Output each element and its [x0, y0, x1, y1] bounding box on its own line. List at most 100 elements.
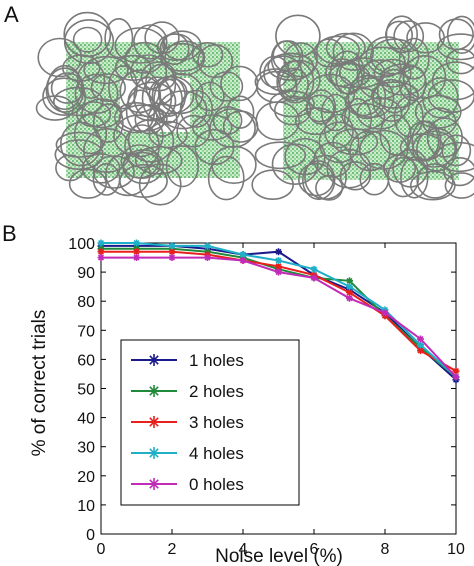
data-point [97, 248, 105, 256]
data-point [133, 248, 140, 256]
data-point [133, 239, 140, 247]
data-point [275, 268, 282, 276]
overlap-circle [114, 27, 166, 64]
legend-item: 4 holes [131, 444, 244, 463]
legend-item: 0 holes [131, 475, 244, 494]
overlap-circle [127, 81, 177, 122]
panel-a-figure [35, 11, 474, 206]
overlap-circle [320, 93, 351, 132]
overlap-circle [446, 15, 474, 54]
overlap-circle [92, 155, 135, 189]
series-0-holes [97, 254, 460, 381]
overlap-circle [46, 64, 83, 111]
legend-item: 1 holes [131, 351, 244, 370]
overlap-circle [226, 95, 255, 129]
data-point [275, 262, 282, 270]
y-tick-label: 0 [86, 527, 95, 544]
shape-left-with-hole [35, 11, 259, 206]
overlap-circle [416, 163, 454, 199]
overlap-circle [323, 113, 354, 149]
y-tick-label: 40 [77, 411, 95, 428]
y-tick-label: 70 [77, 323, 95, 340]
overlap-circle [305, 94, 335, 123]
overlap-circle [406, 22, 446, 54]
data-point [168, 242, 176, 250]
overlap-circle [60, 121, 102, 167]
overlap-circle [304, 154, 347, 200]
overlap-circle [72, 26, 103, 53]
overlap-circle [255, 70, 298, 104]
overlap-circle [191, 41, 224, 68]
panel-b-label: B [2, 221, 17, 246]
y-tick-label: 20 [77, 469, 95, 486]
overlap-circle [313, 38, 344, 68]
overlap-circle [35, 95, 75, 121]
overlap-circle [318, 121, 360, 164]
data-point [310, 274, 318, 282]
data-point [346, 283, 353, 291]
overlap-circle [37, 37, 83, 78]
overlap-circle [160, 42, 205, 72]
chart-series [97, 239, 460, 384]
overlap-circle [81, 98, 123, 129]
x-tick-label: 2 [168, 541, 177, 558]
data-point [204, 242, 211, 250]
overlap-circle [45, 67, 85, 113]
x-tick-label: 10 [447, 541, 465, 558]
data-point [148, 385, 160, 397]
data-point [310, 265, 318, 273]
panel-a-label: A [4, 2, 19, 27]
data-point [417, 335, 424, 343]
overlap-circle [148, 120, 188, 149]
data-point [346, 277, 353, 285]
overlap-circle [427, 79, 474, 114]
overlap-circle [414, 94, 462, 129]
data-point [452, 373, 460, 381]
overlap-circle [55, 131, 104, 158]
overlap-circle [444, 172, 474, 199]
overlap-circle [370, 81, 419, 109]
overlap-circle [400, 156, 429, 199]
overlap-circle [113, 114, 164, 158]
y-axis-label: % of correct trials [29, 310, 50, 457]
overlap-circle [298, 162, 335, 197]
legend-item: 3 holes [131, 413, 244, 432]
data-point [452, 367, 460, 375]
overlap-circle [130, 54, 168, 91]
data-point [148, 447, 160, 459]
legend-label: 4 holes [189, 444, 244, 463]
overlap-circle [63, 11, 112, 58]
overlap-circle [165, 145, 199, 188]
overlap-circle [92, 103, 124, 143]
overlap-circle [54, 139, 104, 171]
overlap-circle [141, 76, 173, 120]
y-tick-label: 90 [77, 265, 95, 282]
y-tick-label: 30 [77, 440, 95, 457]
data-point [204, 254, 211, 262]
data-point [275, 248, 282, 256]
data-point [168, 248, 176, 256]
data-point [346, 288, 353, 296]
data-point [148, 478, 160, 490]
x-axis-label: Noise level (%) [215, 546, 343, 566]
legend-item: 2 holes [131, 382, 244, 401]
overlap-circle [122, 151, 161, 180]
overlap-circle [347, 74, 387, 120]
overlap-circle [158, 78, 188, 107]
data-point [381, 309, 389, 317]
data-point [168, 254, 176, 262]
y-tick-label: 100 [68, 236, 95, 253]
legend-label: 2 holes [189, 382, 244, 401]
data-point [148, 354, 160, 366]
overlap-circle [339, 161, 372, 191]
data-point [275, 256, 282, 264]
x-tick-label: 4 [239, 541, 248, 558]
legend-label: 3 holes [189, 413, 244, 432]
overlap-circle [194, 128, 235, 166]
overlap-circle [68, 168, 108, 199]
overlap-circle [385, 15, 418, 54]
overlap-circle [441, 134, 472, 167]
overlap-circle [445, 48, 474, 75]
